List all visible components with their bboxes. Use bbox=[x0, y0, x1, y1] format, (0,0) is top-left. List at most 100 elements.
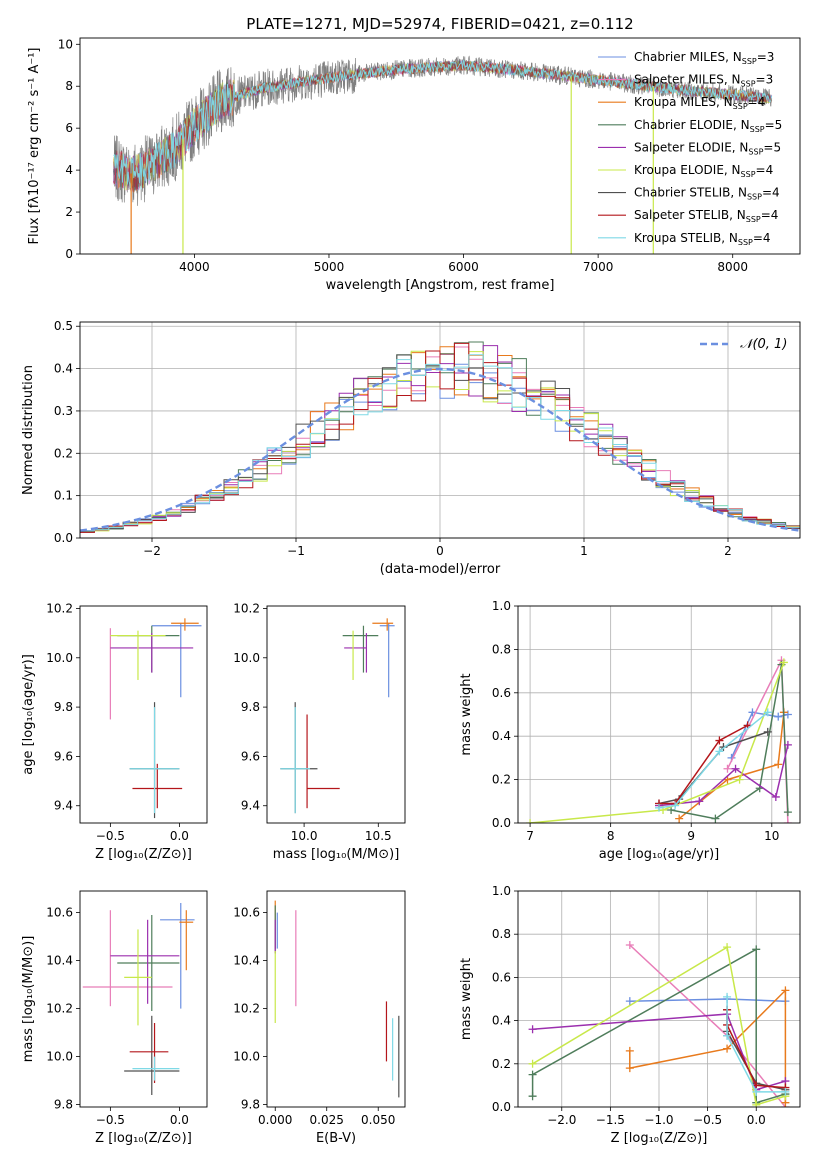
axes-frame bbox=[517, 605, 801, 824]
error-bar-point bbox=[124, 929, 152, 1026]
weight-marker bbox=[723, 943, 732, 952]
legend-label: Chabrier STELIB, NSSP=4 bbox=[634, 186, 780, 202]
y-tick-label: 10.0 bbox=[46, 651, 73, 665]
y-tick-label: 9.6 bbox=[241, 749, 260, 763]
axes-frame bbox=[79, 321, 801, 539]
legend-label: Kroupa MILES, NSSP=4 bbox=[634, 95, 765, 111]
weight-lines bbox=[528, 941, 790, 1107]
legend-label: Salpeter STELIB, NSSP=4 bbox=[634, 208, 778, 224]
normal-reference-curve bbox=[80, 367, 800, 532]
y-tick-label: 0.0 bbox=[492, 816, 511, 830]
x-tick-label: −0.5 bbox=[693, 1113, 722, 1127]
weight-marker bbox=[779, 658, 788, 667]
weight-marker bbox=[783, 808, 792, 817]
x-tick-label: 7000 bbox=[583, 260, 614, 274]
y-tick-label: 0.2 bbox=[492, 773, 511, 787]
weight-marker bbox=[763, 727, 772, 736]
y-tick-label: 10.2 bbox=[233, 1002, 260, 1016]
y-tick-label: 2 bbox=[65, 205, 73, 219]
error-bar-point bbox=[344, 633, 368, 673]
error-bar-point bbox=[124, 1015, 180, 1095]
y-tick-label: 9.6 bbox=[54, 749, 73, 763]
weight-marker bbox=[752, 1100, 761, 1107]
y-tick-label: 0 bbox=[65, 247, 73, 261]
weight-marker bbox=[723, 764, 732, 773]
error-bar-point bbox=[372, 618, 394, 631]
x-tick-label: 6000 bbox=[448, 260, 479, 274]
error-bar-point bbox=[110, 633, 194, 673]
y-tick-label: 10.4 bbox=[46, 954, 73, 968]
legend-label: Kroupa ELODIE, NSSP=4 bbox=[634, 163, 773, 179]
axes-frame bbox=[517, 890, 801, 1108]
weight-marker bbox=[752, 1087, 761, 1096]
x-tick-label: 2 bbox=[724, 544, 732, 558]
error-bar-point bbox=[82, 910, 173, 1007]
error-bars bbox=[82, 903, 195, 1095]
y-axis-label: mass weight bbox=[459, 958, 474, 1040]
weight-lines bbox=[526, 656, 792, 823]
weight-marker bbox=[528, 1070, 537, 1079]
spectrum-panel: 4000 5000 6000 7000 8000 0 2 4 6 8 10 wavelength [A… bbox=[27, 37, 801, 293]
error-bars bbox=[280, 618, 395, 814]
legend-label: Kroupa STELIB, NSSP=4 bbox=[634, 231, 771, 247]
x-tick-label: 0.025 bbox=[310, 1113, 344, 1127]
weight-line bbox=[530, 662, 785, 823]
axes-frame bbox=[79, 605, 208, 824]
y-tick-label: 10 bbox=[58, 37, 73, 51]
weight-series bbox=[723, 992, 790, 1096]
weight-marker bbox=[774, 712, 783, 721]
weight-vs-age-panel: 7 8 9 10 0.0 0.2 0.4 0.6 0.8 1.0 age [log₁₀(age/yr… bbox=[459, 599, 801, 862]
axes-frame bbox=[266, 890, 406, 1108]
legend-label: Chabrier MILES, NSSP=3 bbox=[634, 50, 774, 66]
weight-line bbox=[726, 996, 786, 1093]
spectrum-lines bbox=[113, 55, 773, 254]
error-bar-point bbox=[132, 763, 183, 809]
weight-marker bbox=[715, 736, 724, 745]
weight-marker bbox=[771, 792, 780, 801]
error-bar-point bbox=[179, 910, 194, 971]
y-tick-label: 4 bbox=[65, 163, 73, 177]
x-tick-label: 0.0 bbox=[170, 829, 189, 843]
error-bar-point bbox=[342, 625, 379, 673]
y-axis-label: Flux [fλ10⁻¹⁷ erg cm⁻² s⁻¹ A⁻¹] bbox=[27, 48, 42, 245]
y-tick-label: 0.5 bbox=[54, 319, 73, 333]
weight-marker bbox=[675, 814, 684, 823]
y-tick-label: 9.8 bbox=[241, 1098, 260, 1112]
weight-series bbox=[655, 708, 772, 812]
y-tick-label: 10.0 bbox=[46, 1050, 73, 1064]
x-tick-label: −0.5 bbox=[96, 1113, 125, 1127]
legend-label: 𝒩(0, 1) bbox=[740, 337, 787, 352]
weight-line bbox=[532, 1013, 786, 1091]
y-tick-label: 0.8 bbox=[492, 642, 511, 656]
histograms bbox=[80, 341, 800, 533]
weight-marker bbox=[671, 801, 680, 810]
y-tick-label: 9.4 bbox=[241, 799, 260, 813]
axes-frame bbox=[266, 605, 406, 824]
x-tick-label: −1.0 bbox=[644, 1113, 673, 1127]
weight-marker bbox=[625, 1046, 634, 1055]
weight-marker bbox=[781, 1087, 790, 1096]
weight-marker bbox=[625, 941, 634, 949]
y-axis-label: mass weight bbox=[459, 673, 474, 755]
x-tick-label: 0.050 bbox=[361, 1113, 395, 1127]
x-tick-label: 5000 bbox=[314, 260, 345, 274]
weight-series bbox=[667, 660, 792, 823]
error-bar-point bbox=[117, 915, 180, 1011]
weight-series bbox=[528, 945, 790, 1107]
y-tick-label: 9.8 bbox=[54, 1098, 73, 1112]
y-tick-label: 9.8 bbox=[241, 700, 260, 714]
weight-line bbox=[658, 711, 769, 809]
x-tick-label: 0 bbox=[436, 544, 444, 558]
weight-marker bbox=[783, 710, 792, 719]
y-axis-label: age [log₁₀(age/yr)] bbox=[21, 654, 36, 775]
weight-marker bbox=[774, 760, 783, 769]
weight-marker bbox=[655, 803, 663, 812]
model-line bbox=[113, 61, 773, 192]
x-axis-label: (data-model)/error bbox=[380, 562, 501, 577]
y-tick-label: 8 bbox=[65, 79, 73, 93]
error-bar-point bbox=[151, 623, 202, 698]
weight-marker bbox=[719, 743, 728, 752]
weight-marker bbox=[723, 1044, 732, 1053]
weight-marker bbox=[781, 986, 790, 995]
x-axis-label: mass [log₁₀(M/M⊙)] bbox=[273, 847, 400, 862]
